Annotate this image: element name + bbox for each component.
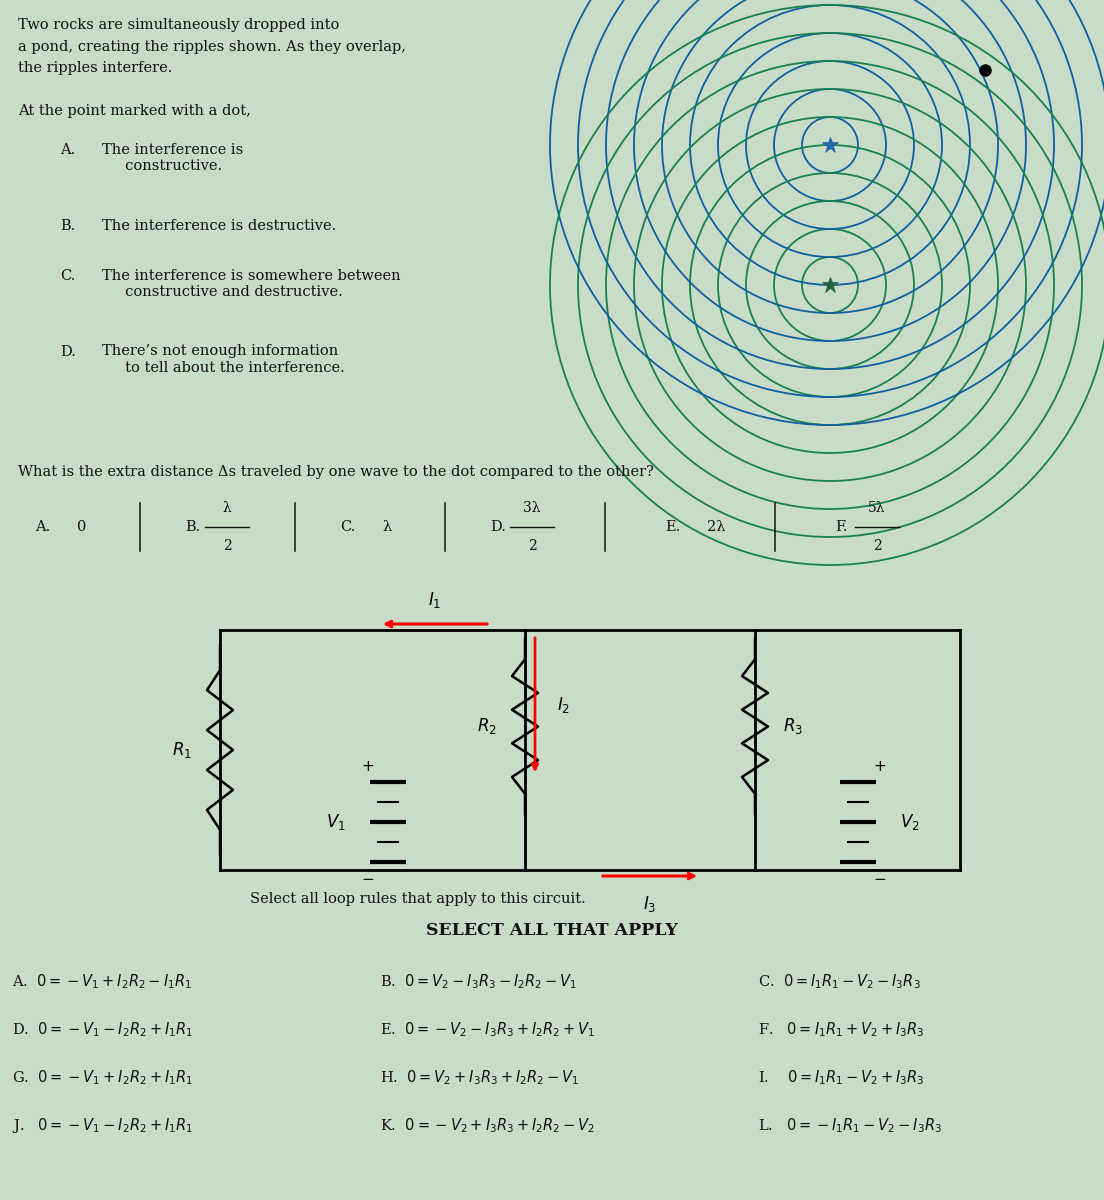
Text: 2: 2 [528,539,537,552]
Text: F.   $0 = I_1R_1 + V_2 + I_3R_3$: F. $0 = I_1R_1 + V_2 + I_3R_3$ [758,1020,924,1039]
Text: C.  $0 = I_1R_1 - V_2 - I_3R_3$: C. $0 = I_1R_1 - V_2 - I_3R_3$ [758,972,921,991]
Text: +: + [361,758,374,774]
Text: A.: A. [60,143,75,156]
Text: $I_3$: $I_3$ [644,894,657,914]
Text: D.  $0 = -V_1 - I_2R_2 + I_1R_1$: D. $0 = -V_1 - I_2R_2 + I_1R_1$ [12,1020,193,1039]
Text: $R_1$: $R_1$ [172,740,192,760]
Text: the ripples interfere.: the ripples interfere. [18,61,172,74]
Text: F.: F. [835,520,848,534]
Text: $I_2$: $I_2$ [558,695,570,715]
Text: At the point marked with a dot,: At the point marked with a dot, [18,104,251,119]
Text: A.  $0 = -V_1 + I_2R_2 - I_1R_1$: A. $0 = -V_1 + I_2R_2 - I_1R_1$ [12,972,192,991]
Text: D.: D. [490,520,506,534]
Text: B.  $0 = V_2 - I_3R_3 - I_2R_2 - V_1$: B. $0 = V_2 - I_3R_3 - I_2R_2 - V_1$ [380,972,577,991]
Text: 0: 0 [77,520,86,534]
Text: $V_2$: $V_2$ [900,812,920,832]
Text: I.    $0 = I_1R_1 - V_2 + I_3R_3$: I. $0 = I_1R_1 - V_2 + I_3R_3$ [758,1068,925,1087]
Text: K.  $0 = -V_2 + I_3R_3 + I_2R_2 - V_2$: K. $0 = -V_2 + I_3R_3 + I_2R_2 - V_2$ [380,1116,595,1135]
Text: A.: A. [35,520,51,534]
Text: 2λ: 2λ [707,520,725,534]
Text: Two rocks are simultaneously dropped into: Two rocks are simultaneously dropped int… [18,18,339,32]
Text: E.  $0 = -V_2 - I_3R_3 + I_2R_2 + V_1$: E. $0 = -V_2 - I_3R_3 + I_2R_2 + V_1$ [380,1020,595,1039]
Text: 5λ: 5λ [868,502,885,516]
Text: $-$: $-$ [361,870,374,886]
Text: 3λ: 3λ [523,502,541,516]
Text: $-$: $-$ [873,870,887,886]
Text: $R_3$: $R_3$ [783,716,803,737]
Text: J.   $0 = -V_1 - I_2R_2 + I_1R_1$: J. $0 = -V_1 - I_2R_2 + I_1R_1$ [12,1116,193,1135]
Text: B.: B. [60,218,75,233]
Text: Select all loop rules that apply to this circuit.: Select all loop rules that apply to this… [250,892,586,906]
Text: The interference is destructive.: The interference is destructive. [102,218,337,233]
Text: $R_2$: $R_2$ [477,716,497,737]
Text: λ: λ [382,520,391,534]
Text: $V_1$: $V_1$ [326,812,346,832]
Text: λ: λ [223,502,232,516]
Text: 2: 2 [872,539,881,552]
Text: D.: D. [60,344,76,359]
Text: The interference is somewhere between
     constructive and destructive.: The interference is somewhere between co… [102,269,401,299]
Text: H.  $0 = V_2 + I_3R_3 + I_2R_2 - V_1$: H. $0 = V_2 + I_3R_3 + I_2R_2 - V_1$ [380,1068,580,1087]
Text: SELECT ALL THAT APPLY: SELECT ALL THAT APPLY [426,922,678,938]
Text: C.: C. [340,520,355,534]
Text: G.  $0 = -V_1 + I_2R_2 + I_1R_1$: G. $0 = -V_1 + I_2R_2 + I_1R_1$ [12,1068,193,1087]
Text: E.: E. [665,520,680,534]
Text: L.   $0 = -I_1R_1 - V_2 - I_3R_3$: L. $0 = -I_1R_1 - V_2 - I_3R_3$ [758,1116,942,1135]
Text: $I_1$: $I_1$ [428,590,442,610]
Text: +: + [873,758,885,774]
Text: The interference is
     constructive.: The interference is constructive. [102,143,243,173]
Text: C.: C. [60,269,75,282]
Text: 2: 2 [223,539,232,552]
Text: B.: B. [185,520,200,534]
Text: a pond, creating the ripples shown. As they overlap,: a pond, creating the ripples shown. As t… [18,40,406,54]
Text: What is the extra distance Δs traveled by one wave to the dot compared to the ot: What is the extra distance Δs traveled b… [18,464,654,479]
Text: There’s not enough information
     to tell about the interference.: There’s not enough information to tell a… [102,344,344,374]
